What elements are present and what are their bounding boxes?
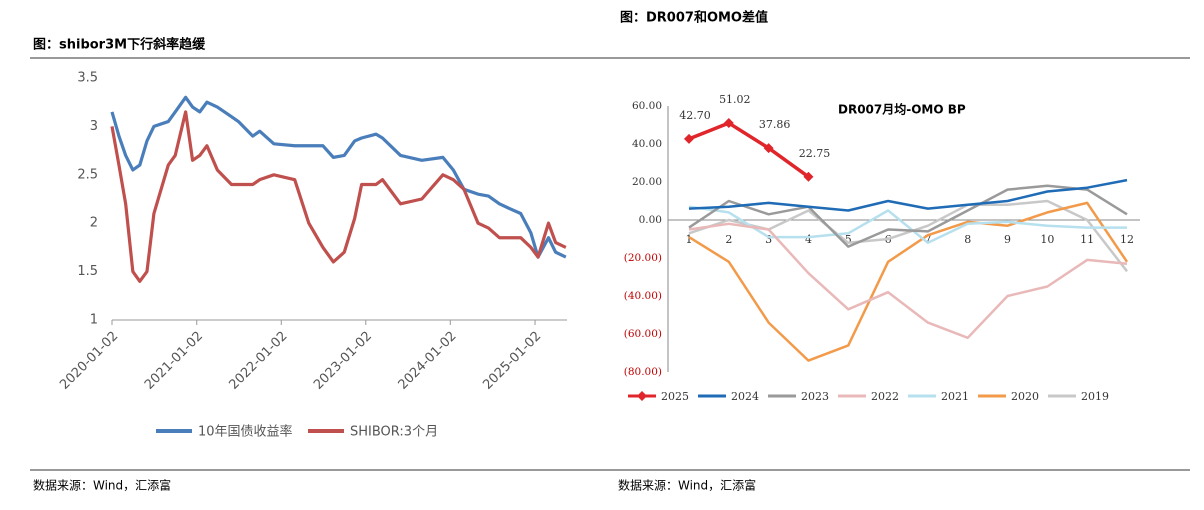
series-line bbox=[688, 178, 1128, 212]
series-line bbox=[688, 222, 1128, 340]
y-tick-label: (20.00) bbox=[624, 252, 662, 264]
x-tick-label: 2023-01-02 bbox=[311, 329, 375, 393]
legend-marker bbox=[637, 391, 647, 401]
y-tick-label: 20.00 bbox=[632, 176, 662, 188]
marker bbox=[723, 118, 734, 129]
y-tick-label: 3.5 bbox=[77, 71, 98, 86]
legend-label: 2023 bbox=[801, 390, 829, 403]
x-tick-label: 3 bbox=[765, 233, 772, 246]
x-tick-label: 2022-01-02 bbox=[227, 329, 291, 393]
x-tick-label: 2 bbox=[725, 233, 732, 246]
legend-label: 10年国债收益率 bbox=[198, 424, 293, 440]
x-tick-label: 9 bbox=[1004, 233, 1011, 246]
series-line bbox=[688, 199, 1128, 273]
legend-label: 2024 bbox=[731, 390, 759, 403]
series-line bbox=[110, 95, 567, 259]
series-line bbox=[688, 184, 1128, 248]
x-tick-label: 1 bbox=[686, 233, 693, 246]
right-title: 图：DR007和OMO差值 bbox=[620, 10, 768, 26]
x-tick-label: 5 bbox=[845, 233, 852, 246]
legend-label: SHIBOR:3个月 bbox=[350, 425, 438, 440]
x-tick-label: 11 bbox=[1080, 233, 1094, 246]
x-tick-label: 2020-01-02 bbox=[57, 329, 121, 393]
data-label: 42.70 bbox=[679, 109, 711, 122]
marker bbox=[763, 143, 774, 154]
y-tick-label: 40.00 bbox=[632, 138, 662, 150]
y-tick-label: 1 bbox=[90, 313, 98, 328]
x-tick-label: 12 bbox=[1120, 233, 1134, 246]
legend-label: 2019 bbox=[1081, 390, 1109, 403]
series-line bbox=[688, 201, 1129, 362]
y-tick-label: 2 bbox=[90, 216, 98, 231]
y-tick-label: (80.00) bbox=[624, 366, 662, 378]
x-tick-label: 2024-01-02 bbox=[396, 329, 460, 393]
left-source: 数据来源：Wind，汇添富 bbox=[33, 478, 171, 493]
data-label: 51.02 bbox=[719, 93, 751, 106]
legend-label: 2022 bbox=[871, 390, 899, 403]
legend-label: 2021 bbox=[941, 390, 969, 403]
x-tick-label: 10 bbox=[1040, 233, 1054, 246]
y-tick-label: 60.00 bbox=[632, 100, 662, 112]
legend-label: 2020 bbox=[1011, 390, 1039, 403]
series-line bbox=[688, 121, 810, 179]
y-tick-label: 2.5 bbox=[77, 167, 98, 182]
data-label: 37.86 bbox=[759, 118, 791, 131]
x-tick-label: 8 bbox=[964, 233, 971, 246]
y-tick-label: (40.00) bbox=[624, 290, 662, 302]
legend-label: 2025 bbox=[661, 390, 689, 403]
y-tick-label: 3 bbox=[90, 119, 98, 134]
inner-title: DR007月均-OMO BP bbox=[838, 102, 966, 117]
left-title: 图：shibor3M下行斜率趋缓 bbox=[33, 37, 206, 53]
marker bbox=[803, 171, 814, 182]
right-source: 数据来源：Wind，汇添富 bbox=[618, 478, 756, 493]
series-line bbox=[110, 110, 567, 283]
series-line bbox=[688, 205, 1127, 245]
x-tick-label: 4 bbox=[805, 233, 812, 246]
data-label: 22.75 bbox=[799, 147, 831, 160]
y-tick-label: 0.00 bbox=[639, 214, 662, 226]
y-tick-label: 1.5 bbox=[77, 264, 98, 279]
x-tick-label: 2025-01-02 bbox=[480, 329, 544, 393]
y-tick-label: (60.00) bbox=[624, 328, 662, 340]
x-tick-label: 2021-01-02 bbox=[142, 329, 206, 393]
marker bbox=[684, 133, 694, 144]
x-tick-label: 7 bbox=[924, 233, 931, 246]
